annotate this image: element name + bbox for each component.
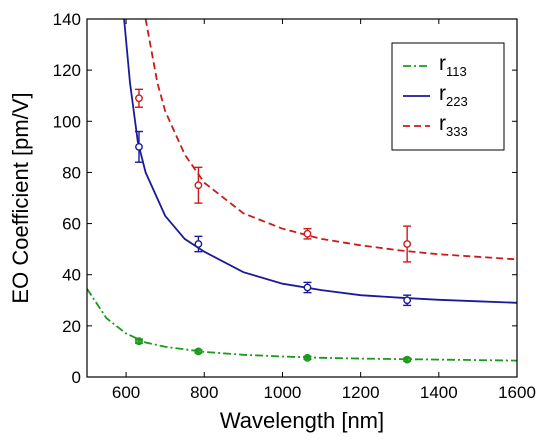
data-point-r113 [303,353,312,362]
legend-label-base: r [439,52,446,75]
data-point-r333 [135,94,143,103]
fit-curve-r113 [87,288,517,362]
fit-curves [87,19,517,362]
legend-label-base: r [439,82,446,105]
plot-frame [86,18,518,378]
data-point-r333 [303,229,312,238]
data-point-r223 [194,240,203,248]
x-tick-label: 1000 [264,383,302,402]
x-axis: 600 800 1000 1200 1400 1600 [112,19,536,402]
y-axis-title: EO Coefficient [pm/V] [8,92,33,303]
y-tick-label: 120 [53,61,81,80]
data-point-r113 [135,337,143,346]
y-tick-label: 60 [62,215,81,234]
x-tick-label: 1400 [420,383,458,402]
x-tick-label: 800 [190,383,218,402]
x-tick-label: 1200 [342,383,380,402]
fit-curve-r333 [144,19,517,261]
x-tick-label: 1600 [498,383,536,402]
y-tick-label: 40 [62,266,81,285]
y-tick-label: 0 [72,368,81,387]
data-point-r223 [135,142,143,151]
y-tick-label: 20 [62,317,81,336]
data-point-r113 [403,355,412,364]
legend-label-subscript: 333 [446,124,468,139]
legend-label-r113: r113 [439,52,467,79]
y-tick-label: 100 [53,112,81,131]
y-axis: 0 20 40 60 80 100 120 140 [53,10,517,387]
data-point-r223 [403,296,412,305]
data-point-r333 [194,181,203,190]
data-point-r113 [194,347,203,356]
legend-label-subscript: 113 [446,64,467,79]
x-axis-title: Wavelength [nm] [220,408,384,433]
data-markers [135,94,412,364]
x-tick-label: 600 [112,383,140,402]
y-tick-label: 140 [53,10,81,29]
data-point-r223 [303,283,312,292]
legend-label-r223: r223 [439,82,468,109]
legend-label-r333: r333 [439,112,468,139]
y-tick-label: 80 [62,163,81,182]
data-point-r333 [403,240,412,248]
fit-curve-r223 [123,19,517,304]
legend-label-subscript: 223 [446,94,468,109]
legend-label-base: r [439,112,446,135]
